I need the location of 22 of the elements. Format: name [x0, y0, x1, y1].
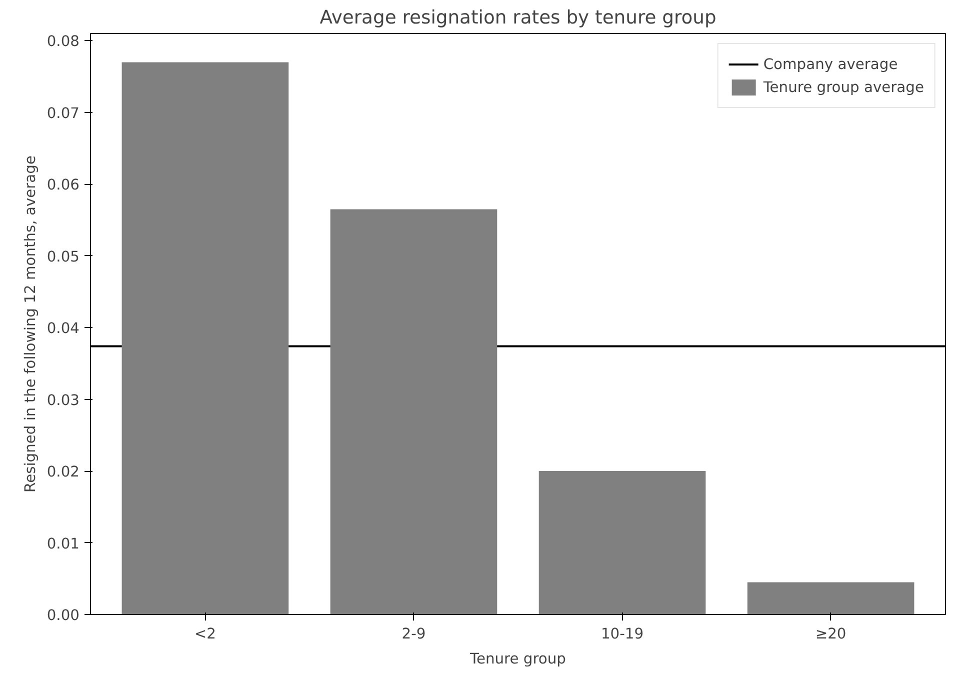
bar	[330, 209, 498, 614]
bar	[122, 62, 289, 614]
y-tick-label: 0.07	[46, 104, 80, 122]
legend-label: Company average	[763, 56, 898, 72]
y-tick-label: 0.06	[46, 176, 80, 194]
y-tick-label: 0.03	[46, 392, 80, 409]
bar	[538, 471, 706, 614]
y-tick-label: 0.02	[46, 464, 80, 481]
x-axis-title: Tenure group	[469, 650, 566, 668]
y-tick-label: 0.05	[46, 248, 80, 266]
y-tick-label: 0.08	[46, 33, 80, 50]
x-tick-label: 2-9	[402, 626, 426, 642]
legend-label: Tenure group average	[763, 78, 924, 96]
y-tick-label: 0.04	[46, 320, 80, 338]
y-axis-title: Resigned in the following 12 months, average	[22, 156, 39, 492]
chart-title: Average resignation rates by tenure group	[320, 8, 716, 28]
x-tick-label: ≥20	[815, 626, 846, 642]
y-tick-label: 0.01	[46, 535, 80, 552]
y-tick-label: 0.00	[46, 607, 80, 624]
bar	[747, 582, 914, 614]
x-tick-label: <2	[194, 626, 216, 642]
x-tick-label: 10-19	[600, 626, 644, 642]
